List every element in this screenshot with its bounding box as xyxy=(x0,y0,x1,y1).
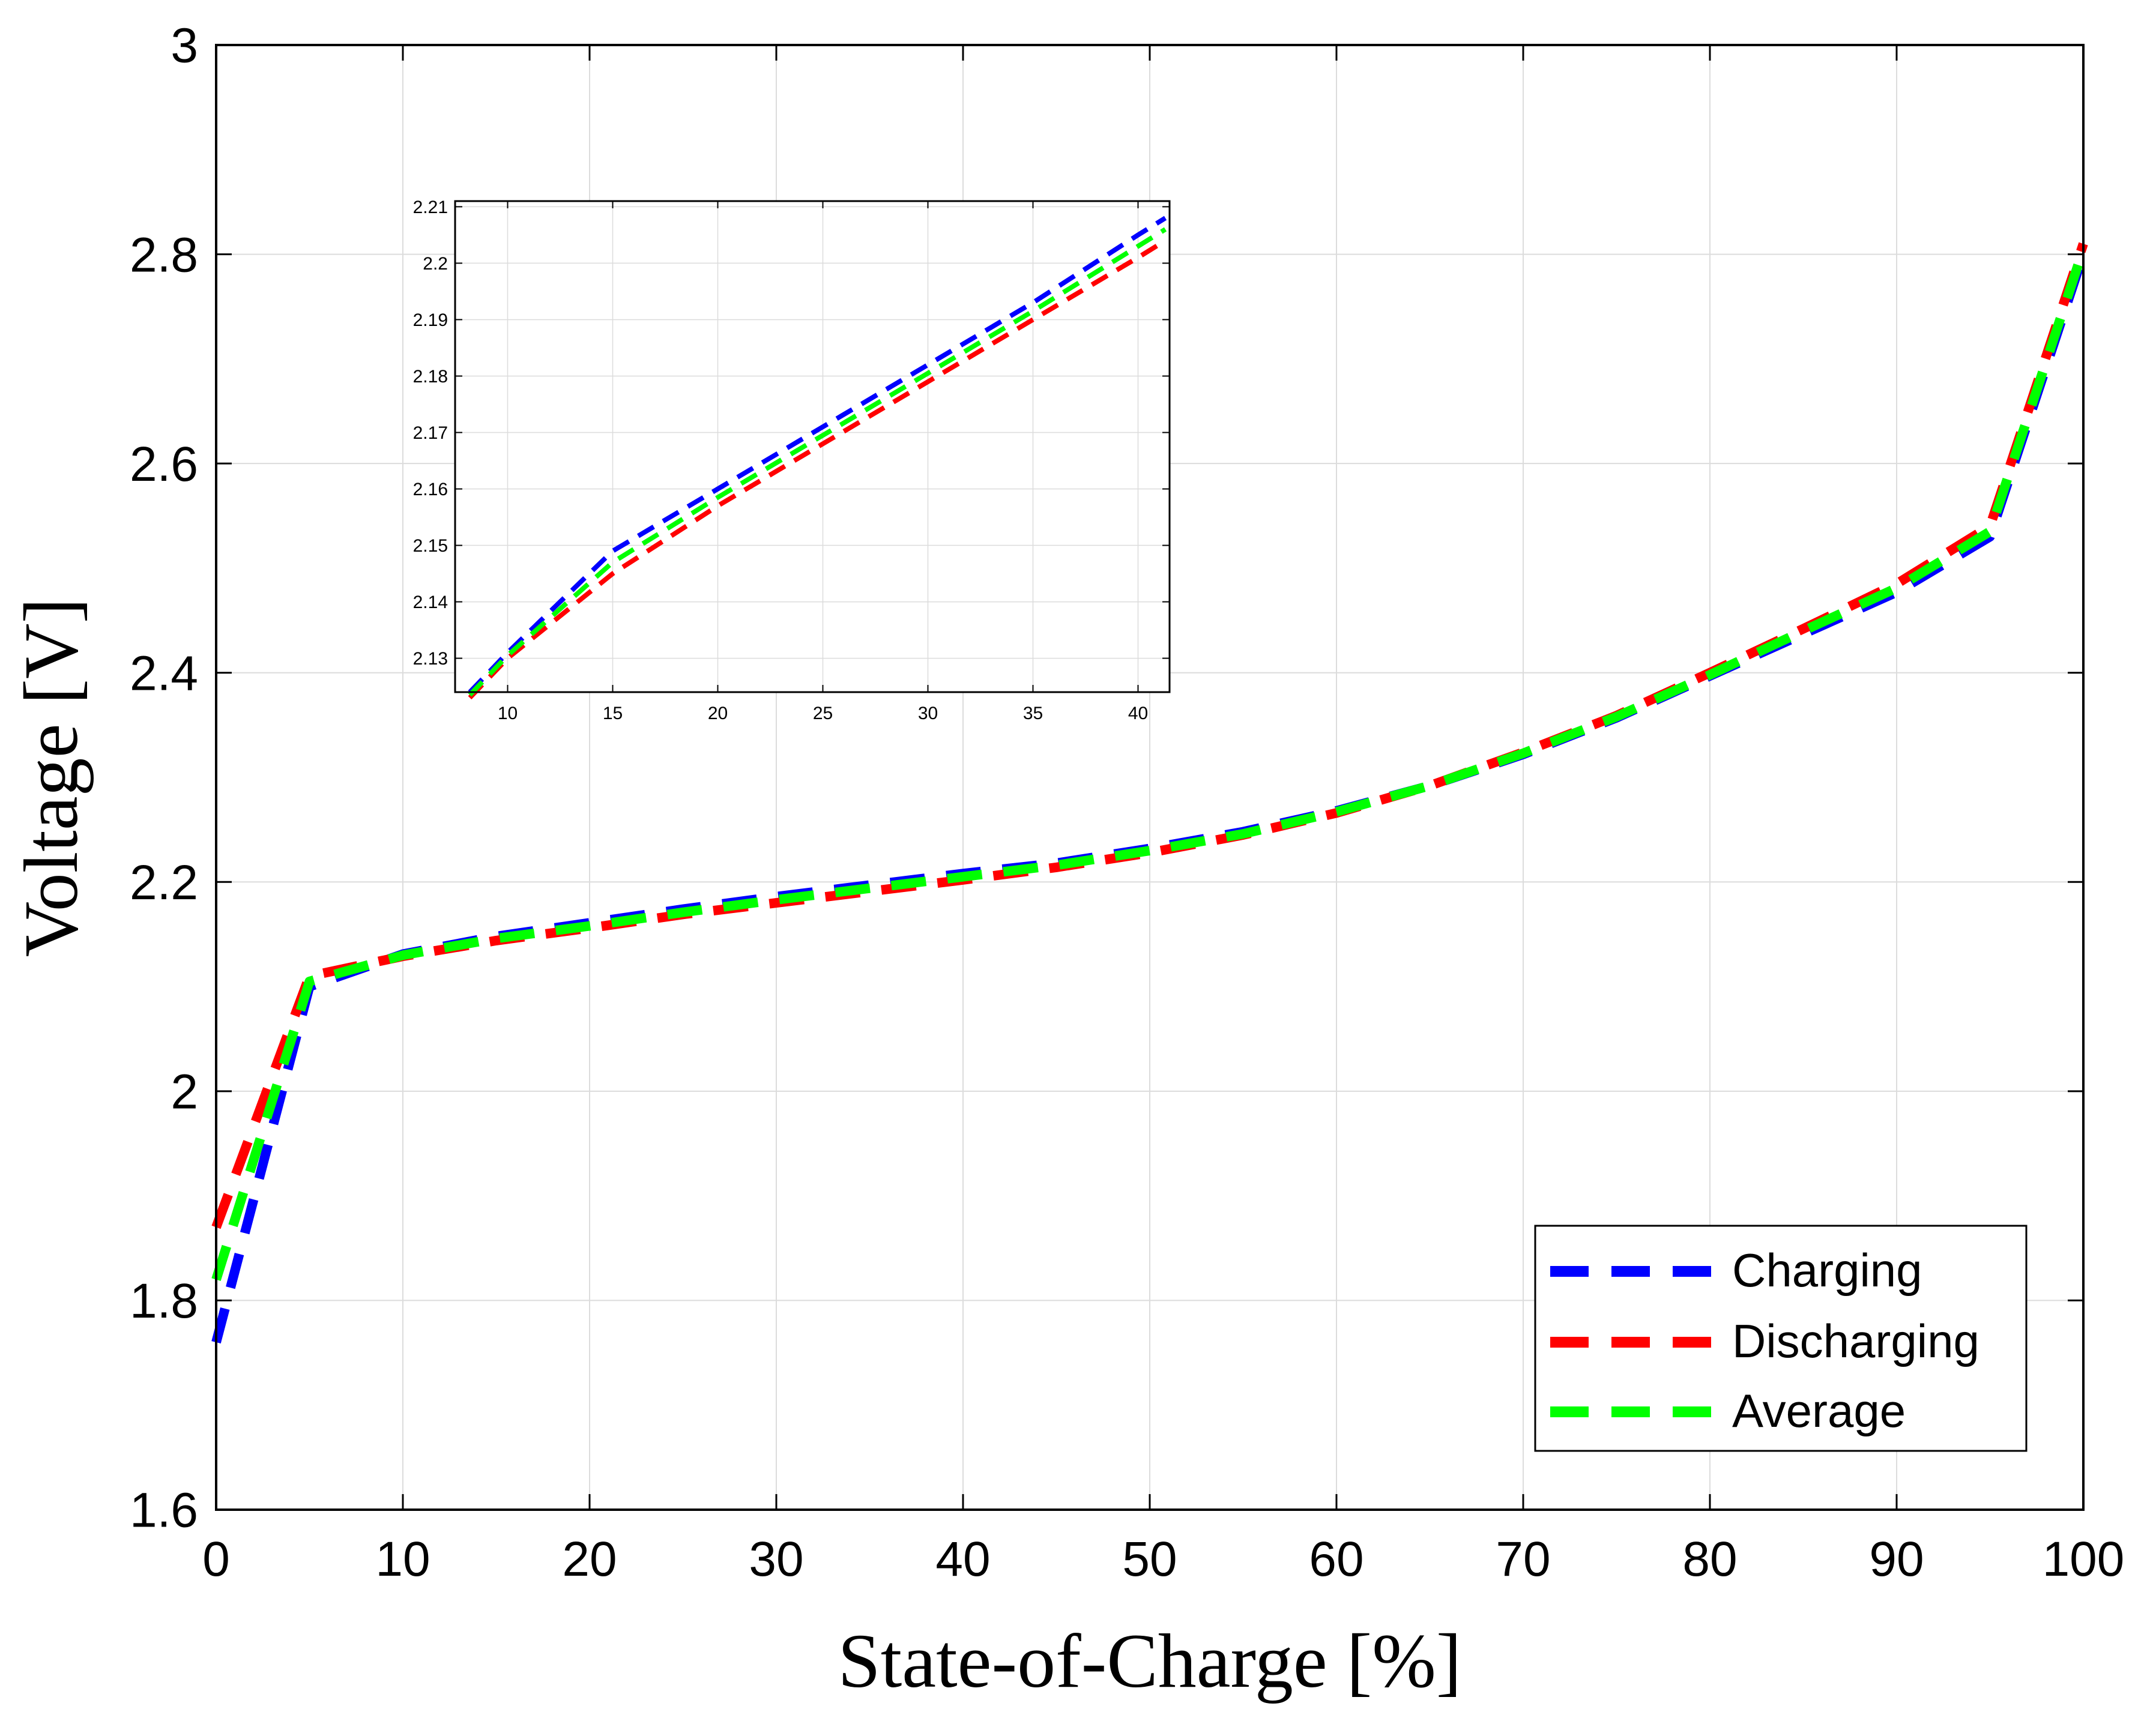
main-x-tick-label: 30 xyxy=(749,1532,803,1587)
main-y-tick-label: 2.2 xyxy=(130,855,198,910)
x-axis-title: State-of-Charge [%] xyxy=(838,1618,1462,1704)
inset-y-tick-label: 2.21 xyxy=(413,197,448,217)
main-series-line-average xyxy=(211,247,2088,1281)
y-axis-title: Voltage [V] xyxy=(8,598,94,957)
main-x-tick-label: 70 xyxy=(1496,1532,1550,1587)
main-x-tick-label: 90 xyxy=(1869,1532,1924,1587)
main-y-tick-labels: 1.6 1.8 2 2.2 2.4 2.6 2.8 3 xyxy=(130,19,198,1538)
legend-entry-charging: Charging xyxy=(1550,1244,1922,1297)
main-x-tick-label: 20 xyxy=(562,1532,617,1587)
legend: Charging Discharging Average xyxy=(1534,1225,2028,1452)
main-y-tick-label: 2.6 xyxy=(130,437,198,492)
inset-x-tick-label: 35 xyxy=(1023,704,1043,723)
main-ticks xyxy=(215,44,2085,1511)
inset-series-line-average xyxy=(468,227,1167,697)
main-x-tick-label: 60 xyxy=(1309,1532,1363,1587)
inset-x-tick-label: 20 xyxy=(708,704,728,723)
inset-y-tick-labels: 2.13 2.14 2.15 2.16 2.17 2.18 2.19 2.2 2.21 xyxy=(413,197,448,669)
main-x-tick-label: 0 xyxy=(202,1532,230,1587)
inset-x-tick-labels: 10 15 20 25 30 35 40 xyxy=(498,704,1148,723)
inset-plot-background xyxy=(455,201,1170,692)
inset-series xyxy=(468,215,1167,700)
inset-x-tick-label: 15 xyxy=(603,704,623,723)
inset-x-tick-label: 25 xyxy=(813,704,833,723)
inset-x-tick-label: 30 xyxy=(918,704,938,723)
legend-label-discharging: Discharging xyxy=(1732,1315,1979,1367)
main-x-tick-label: 80 xyxy=(1682,1532,1737,1587)
inset-plot: 10 15 20 25 30 35 40 2.132.142.152.162.172.182… xyxy=(413,197,1171,723)
main-y-tick-label: 1.8 xyxy=(130,1274,198,1328)
inset-plot-frame xyxy=(454,200,1171,693)
main-x-tick-label: 10 xyxy=(375,1532,430,1587)
inset-y-tick-label: 2.19 xyxy=(413,310,448,330)
main-series xyxy=(211,242,2088,1344)
main-x-tick-label: 50 xyxy=(1122,1532,1177,1587)
inset-y-tick-label: 2.18 xyxy=(413,367,448,387)
legend-entry-average: Average xyxy=(1550,1384,1906,1437)
inset-x-tick-label: 40 xyxy=(1128,704,1148,723)
main-y-tick-label: 2.4 xyxy=(130,646,198,701)
inset-x-tick-label: 10 xyxy=(498,704,518,723)
inset-series-line-discharging xyxy=(468,238,1167,700)
legend-label-average: Average xyxy=(1732,1384,1906,1437)
main-x-tick-label: 40 xyxy=(935,1532,990,1587)
inset-y-tick-label: 2.15 xyxy=(413,536,448,556)
inset-y-tick-label: 2.13 xyxy=(413,649,448,669)
inset-y-tick-label: 2.16 xyxy=(413,480,448,499)
main-x-tick-labels: 0 10 20 30 40 50 60 70 80 90 100 xyxy=(202,1532,2124,1587)
legend-label-charging: Charging xyxy=(1732,1244,1922,1297)
main-y-tick-label: 2.8 xyxy=(130,228,198,282)
inset-y-tick-label: 2.17 xyxy=(413,423,448,443)
inset-ticks xyxy=(455,201,1170,692)
main-y-tick-label: 1.6 xyxy=(130,1483,198,1538)
inset-series-line-charging xyxy=(468,215,1167,694)
legend-entry-discharging: Discharging xyxy=(1550,1315,1979,1367)
main-y-tick-label: 2 xyxy=(171,1065,198,1120)
inset-y-tick-label: 2.14 xyxy=(413,592,448,612)
main-x-tick-label: 100 xyxy=(2043,1532,2125,1587)
main-y-tick-label: 3 xyxy=(171,19,198,73)
inset-y-tick-label: 2.2 xyxy=(423,254,448,274)
